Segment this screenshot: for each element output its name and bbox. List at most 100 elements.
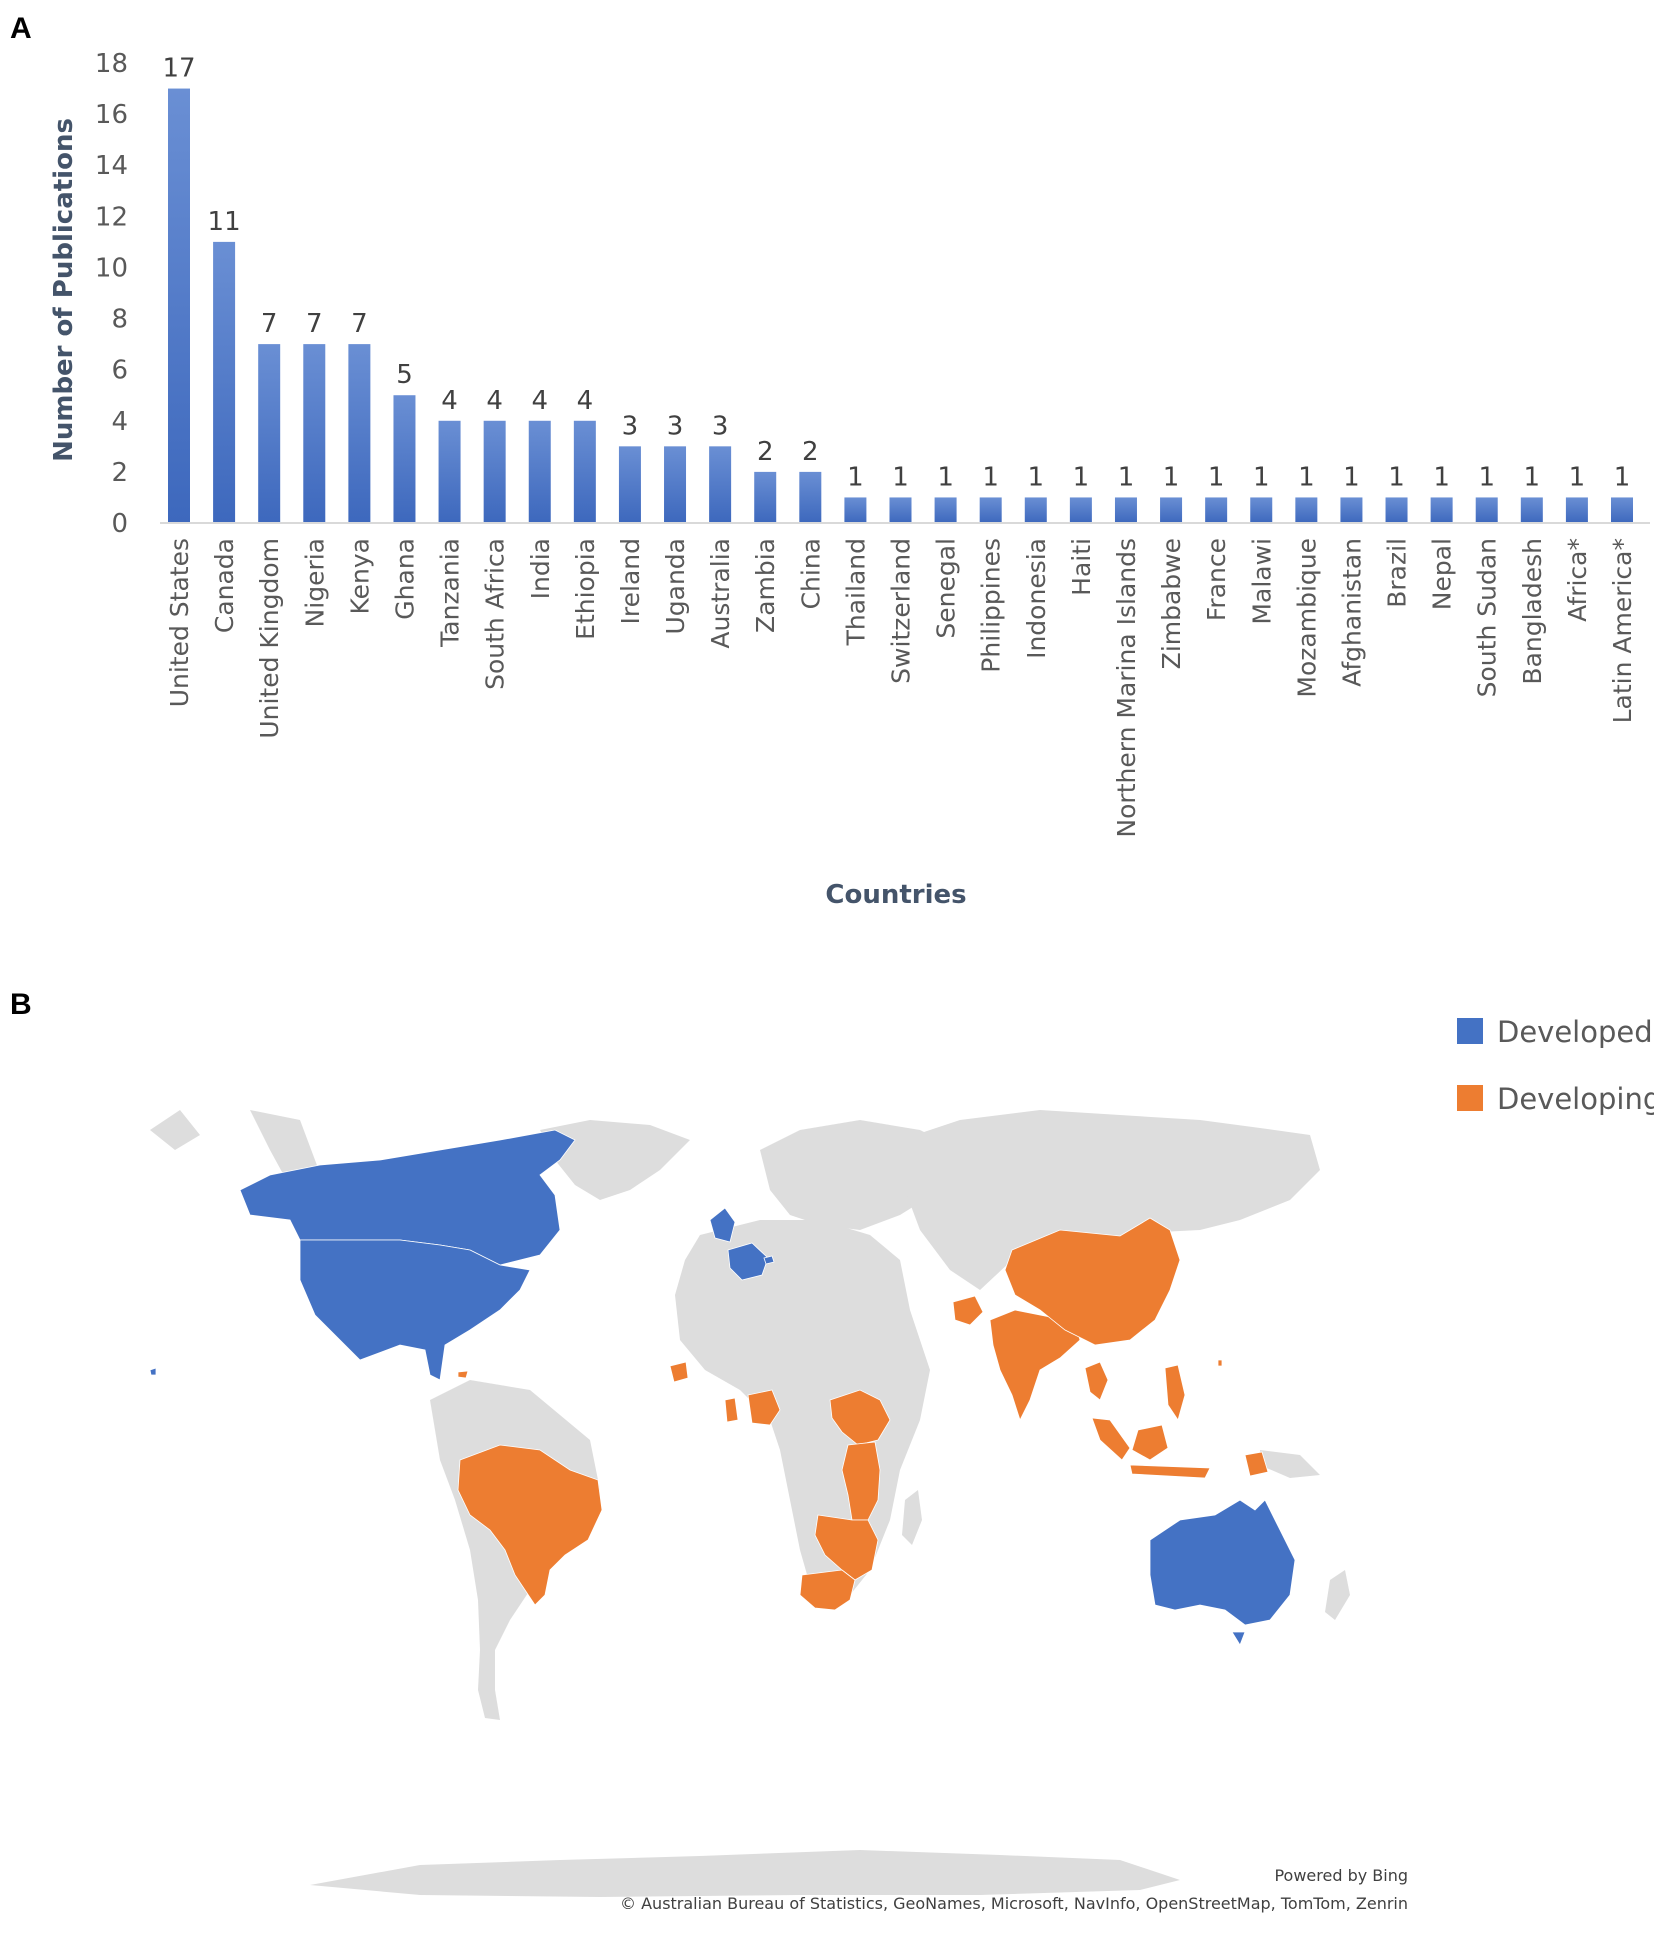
developing-regions <box>457 1217 1269 1611</box>
region-thailand <box>1084 1361 1109 1401</box>
region-uk-ireland <box>709 1207 736 1243</box>
bar-united-kingdom <box>258 344 281 523</box>
region-ethiopia-south-sudan <box>829 1389 891 1446</box>
data-label-india: 4 <box>531 386 548 416</box>
data-label-northern-marina-islands: 1 <box>1118 462 1135 492</box>
y-tick-label-12: 12 <box>95 202 128 232</box>
region-indonesia-borneo-java <box>1131 1424 1169 1461</box>
bars <box>168 88 1633 524</box>
data-label-haiti: 1 <box>1073 462 1090 492</box>
legend-swatch-developing <box>1457 1085 1483 1111</box>
bar-philippines <box>979 497 1002 523</box>
x-tick-label-uganda: Uganda <box>661 538 690 635</box>
region-united-states <box>299 1239 531 1381</box>
data-label-philippines: 1 <box>982 462 999 492</box>
bar-brazil <box>1385 497 1408 523</box>
data-label-china: 2 <box>802 437 819 467</box>
map-powered-by: Powered by Bing <box>1274 1866 1408 1885</box>
bar-south-sudan <box>1475 497 1498 523</box>
bar-india <box>528 420 551 523</box>
x-axis-title: Countries <box>825 880 966 910</box>
x-tick-label-zimbabwe: Zimbabwe <box>1157 538 1186 669</box>
x-tick-label-nepal: Nepal <box>1428 538 1457 610</box>
bar-switzerland <box>889 497 912 523</box>
bar-mozambique <box>1295 497 1318 523</box>
bar-uganda <box>664 446 687 523</box>
data-label-kenya: 7 <box>351 309 368 339</box>
land-africa <box>675 1220 930 1600</box>
region-afghanistan <box>952 1295 984 1326</box>
y-axis-ticks: 0 2 4 6 8 10 12 14 16 18 <box>95 49 128 539</box>
data-label-south-sudan: 1 <box>1478 462 1495 492</box>
bar-zimbabwe <box>1160 497 1183 523</box>
region-australia <box>1149 1499 1296 1626</box>
x-tick-label-haiti: Haiti <box>1067 538 1096 596</box>
developed-regions <box>149 1129 1296 1646</box>
x-tick-label-afghanistan: Afghanistan <box>1337 538 1366 687</box>
data-label-zimbabwe: 1 <box>1163 462 1180 492</box>
x-tick-label-nigeria: Nigeria <box>300 538 329 627</box>
land-antarctica <box>310 1850 1180 1897</box>
x-tick-label-thailand: Thailand <box>841 538 870 646</box>
x-tick-label-northern-marina-islands: Northern Marina Islands <box>1112 538 1141 838</box>
data-label-afghanistan: 1 <box>1343 462 1360 492</box>
legend-label-developing: Developing <box>1497 1082 1654 1116</box>
bar-bangladesh <box>1520 497 1543 523</box>
x-tick-label-south-sudan: South Sudan <box>1473 538 1502 697</box>
region-tasmania <box>1231 1631 1246 1646</box>
bar-ghana <box>393 395 416 523</box>
x-tick-label-indonesia: Indonesia <box>1022 538 1051 659</box>
legend-label-developed: Developed <box>1497 1015 1653 1049</box>
x-tick-label-tanzania: Tanzania <box>436 538 465 648</box>
data-label-australia: 3 <box>712 411 729 441</box>
bar-nepal <box>1430 497 1453 523</box>
data-label-indonesia: 1 <box>1028 462 1045 492</box>
y-tick-label-0: 0 <box>111 509 128 539</box>
region-indonesia-east <box>1129 1464 1211 1479</box>
x-tick-label-ireland: Ireland <box>616 538 645 624</box>
x-tick-label-senegal: Senegal <box>932 538 961 639</box>
bar-northern-marina-islands <box>1114 497 1137 523</box>
world-map <box>149 1110 1350 1897</box>
x-tick-label-latin-america: Latin America* <box>1608 538 1637 723</box>
bar-canada <box>213 241 236 523</box>
bar-senegal <box>934 497 957 523</box>
data-label-brazil: 1 <box>1388 462 1405 492</box>
data-label-bangladesh: 1 <box>1524 462 1541 492</box>
land-papua <box>1260 1450 1320 1478</box>
x-tick-label-india: India <box>526 538 555 599</box>
region-haiti <box>457 1370 469 1379</box>
x-tick-label-ghana: Ghana <box>390 538 419 620</box>
x-tick-label-australia: Australia <box>706 538 735 649</box>
data-label-nigeria: 7 <box>306 309 323 339</box>
bar-malawi <box>1250 497 1273 523</box>
data-label-zambia: 2 <box>757 437 774 467</box>
y-tick-label-10: 10 <box>95 253 128 283</box>
x-tick-label-mozambique: Mozambique <box>1292 538 1321 698</box>
region-china <box>1004 1217 1181 1346</box>
data-label-france: 1 <box>1208 462 1225 492</box>
x-tick-label-brazil: Brazil <box>1383 538 1412 608</box>
data-label-nepal: 1 <box>1433 462 1450 492</box>
bar-china <box>799 471 822 523</box>
data-label-ghana: 5 <box>396 360 413 390</box>
x-tick-label-france: France <box>1202 538 1231 621</box>
land-greenland <box>540 1120 690 1200</box>
y-tick-label-4: 4 <box>111 407 128 437</box>
data-label-tanzania: 4 <box>441 386 458 416</box>
data-label-uganda: 3 <box>667 411 684 441</box>
region-ghana <box>724 1397 739 1423</box>
land-madagascar <box>902 1490 922 1545</box>
x-tick-label-malawi: Malawi <box>1247 538 1276 625</box>
y-tick-label-14: 14 <box>95 151 128 181</box>
land-alaska-tip <box>150 1110 200 1150</box>
region-senegal <box>669 1361 689 1383</box>
legend-swatch-developed <box>1457 1018 1483 1044</box>
x-tick-label-ethiopia: Ethiopia <box>571 538 600 640</box>
bar-kenya <box>348 344 371 523</box>
data-label-latin-america: 1 <box>1614 462 1631 492</box>
data-label-mozambique: 1 <box>1298 462 1315 492</box>
